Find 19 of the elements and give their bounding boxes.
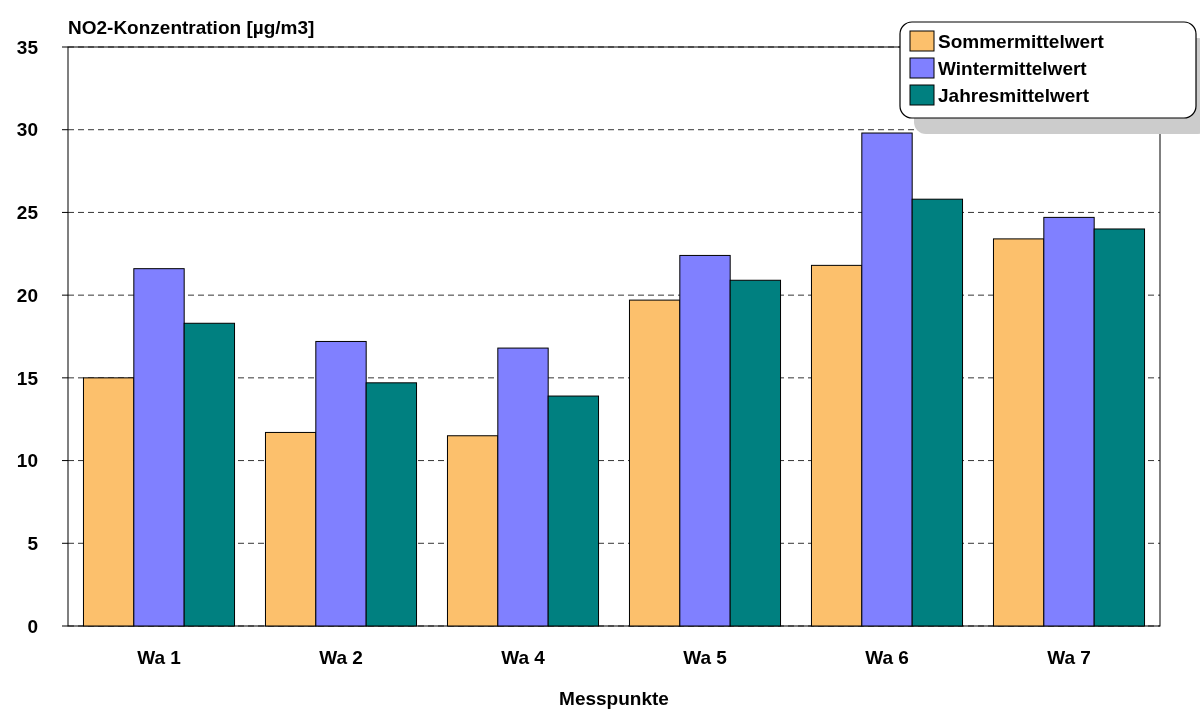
x-tick-label: Wa 5 [683, 647, 728, 668]
x-tick-label: Wa 1 [137, 647, 182, 668]
x-tick-label: Wa 7 [1047, 647, 1091, 668]
x-tick-label: Wa 4 [501, 647, 546, 668]
y-tick-label: 30 [16, 119, 38, 141]
y-tick-label: 5 [27, 532, 39, 554]
legend-label: Jahresmittelwert [938, 84, 1090, 106]
legend-label: Wintermittelwert [938, 57, 1088, 79]
y-tick-label: 20 [16, 284, 38, 306]
y-tick-label: 35 [16, 36, 39, 58]
y-axis-title: NO2-Konzentration [µg/m3] [68, 17, 315, 38]
x-axis-title: Messpunkte [559, 688, 669, 709]
y-tick-label: 25 [16, 202, 39, 224]
y-tick-label: 15 [16, 367, 39, 389]
legend-label: Sommermittelwert [938, 30, 1105, 52]
y-tick-label: 0 [27, 615, 38, 637]
x-tick-label: Wa 2 [319, 647, 363, 668]
y-tick-label: 10 [16, 450, 38, 472]
x-tick-label: Wa 6 [865, 647, 909, 668]
